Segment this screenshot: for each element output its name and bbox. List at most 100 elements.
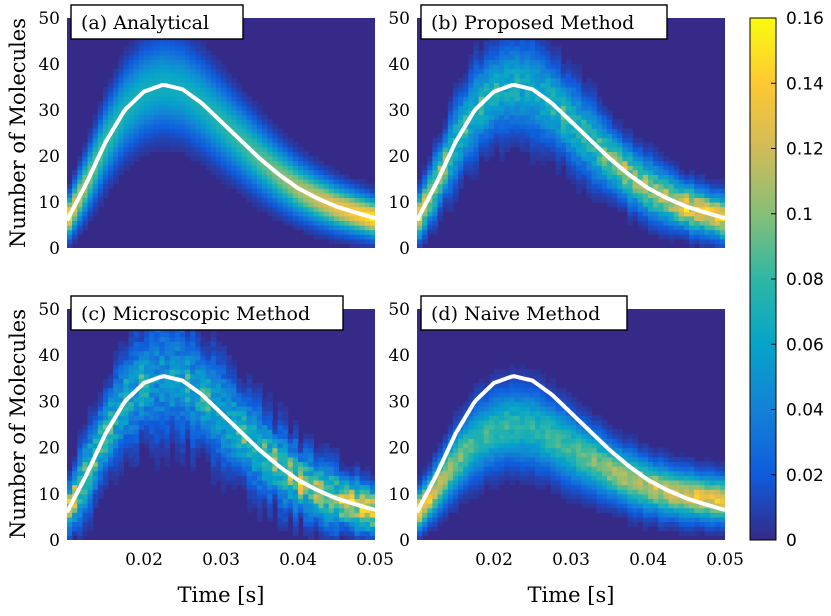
heatmap-cell [215,359,222,366]
heatmap-cell [174,119,181,125]
heatmap-cell [210,64,217,70]
heatmap-cell [108,378,114,384]
heatmap-cell [422,183,428,189]
heatmap-cell [504,128,510,134]
heatmap-cell [226,156,232,162]
heatmap-cell [318,192,325,198]
heatmap-cell [488,475,495,481]
heatmap-cell [174,442,181,449]
heatmap-cell [550,424,557,430]
heatmap-cell [267,489,273,495]
heatmap-cell [72,211,78,217]
heatmap-cell [174,387,181,393]
y-tick-label: 50 [388,9,410,29]
heatmap-cell [349,507,356,513]
heatmap-cell [282,442,289,449]
heatmap-cell [215,461,222,467]
heatmap-cell [458,415,464,421]
heatmap-cell [256,179,263,185]
heatmap-cell [292,156,299,162]
heatmap-cell [344,489,350,495]
heatmap-cell [205,119,212,125]
heatmap-cell [159,91,166,97]
heatmap-cell [519,456,526,463]
heatmap-cell [576,68,582,74]
heatmap-cell [694,192,700,198]
heatmap-cell [221,447,227,453]
heatmap-cell [123,68,130,74]
heatmap-cell [627,160,634,166]
heatmap-cell [123,50,130,56]
heatmap-cell [277,160,284,166]
heatmap-cell [298,211,304,217]
heatmap-cell [118,345,125,352]
heatmap-cell [277,526,284,532]
heatmap-cell [555,73,562,79]
heatmap-cell [251,146,258,152]
heatmap-cell [159,73,166,79]
heatmap-cell [277,433,284,439]
heatmap-cell [499,410,505,416]
heatmap-cell [215,438,222,444]
heatmap-cell [82,466,89,472]
heatmap-cell [241,396,248,402]
heatmap-cell [159,64,166,70]
heatmap-cell [714,234,721,240]
heatmap-cell [535,442,541,449]
heatmap-cell [359,179,366,185]
heatmap-cell [298,179,304,185]
heatmap-cell [689,169,695,175]
heatmap-cell [221,169,227,175]
heatmap-cell [251,183,258,189]
heatmap-cell [678,211,685,217]
heatmap-cell [709,192,716,198]
heatmap-cell [447,206,454,212]
heatmap-cell [67,535,73,540]
heatmap-cell [333,456,340,463]
heatmap-cell [113,110,119,116]
heatmap-cell [190,452,196,458]
heatmap-cell [149,123,155,129]
heatmap-cell [509,396,516,402]
heatmap-cell [422,188,428,194]
heatmap-cell [215,401,222,407]
heatmap-cell [210,378,217,384]
heatmap-cell [251,142,258,148]
heatmap-cell [596,507,603,513]
heatmap-cell [504,401,510,407]
heatmap-cell [369,188,375,194]
heatmap-cell [154,91,160,97]
heatmap-cell [246,415,253,421]
heatmap-cell [632,156,639,162]
heatmap-cell [339,192,345,198]
heatmap-cell [473,174,480,180]
heatmap-cell [236,447,243,453]
heatmap-cell [256,424,263,430]
heatmap-cell [369,521,375,527]
heatmap-cell [97,119,104,125]
heatmap-cell [617,128,623,134]
heatmap-cell [560,96,567,102]
heatmap-cell [524,429,531,435]
heatmap-cell [550,438,557,444]
heatmap-cell [77,452,83,458]
heatmap-cell [256,174,263,180]
heatmap-cell [478,114,485,120]
heatmap-cell [524,105,531,111]
heatmap-cell [241,119,248,125]
heatmap-cell [499,151,505,157]
heatmap-cell [648,156,654,162]
heatmap-cell [149,359,155,366]
heatmap-cell [427,160,433,166]
heatmap-cell [246,142,253,148]
heatmap-cell [529,137,536,143]
heatmap-cell [144,133,150,139]
heatmap-cell [560,123,567,129]
heatmap-cell [555,151,562,157]
heatmap-cell [123,133,130,139]
heatmap-cell [354,225,361,231]
heatmap-cell [272,475,279,481]
heatmap-cell [262,119,268,125]
heatmap-cell [333,530,340,536]
heatmap-cell [463,489,469,495]
